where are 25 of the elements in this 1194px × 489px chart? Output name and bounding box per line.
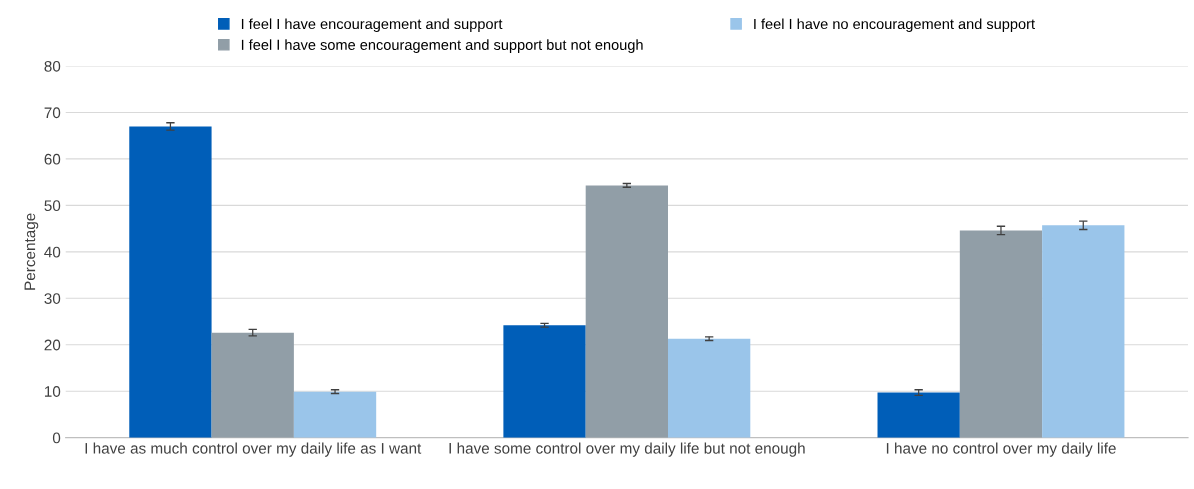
- bar: [668, 338, 751, 438]
- bar: [585, 185, 668, 438]
- x-tick-label: I have no control over my daily life: [886, 442, 1116, 457]
- y-tick-label: 30: [44, 293, 61, 304]
- y-axis-title: Percentage: [24, 213, 39, 290]
- y-tick-label: 60: [44, 153, 61, 165]
- y-tick-label: 20: [44, 339, 61, 351]
- bar: [1042, 225, 1125, 438]
- y-tick-label: 50: [44, 200, 61, 212]
- x-tick-label: I have some control over my daily life but not enough: [449, 442, 805, 457]
- bar: [877, 392, 960, 438]
- bar: [293, 391, 377, 438]
- x-tick-label: I have as much control over my daily life as I want: [85, 442, 422, 457]
- y-tick-label: 70: [44, 107, 61, 119]
- legend-label: I feel I have encouragement and support: [241, 18, 503, 32]
- legend-label: I feel I have no encouragement and support: [754, 18, 1035, 32]
- legend-label: I feel I have some encouragement and support but not enough: [241, 39, 643, 53]
- y-tick-label: 80: [44, 60, 61, 72]
- bar: [503, 325, 586, 438]
- y-tick-label: 40: [44, 246, 61, 258]
- bar: [129, 126, 212, 438]
- bar: [211, 332, 294, 438]
- bar: [959, 230, 1043, 438]
- y-tick-label: 0: [52, 432, 61, 444]
- y-tick-label: 10: [44, 386, 61, 397]
